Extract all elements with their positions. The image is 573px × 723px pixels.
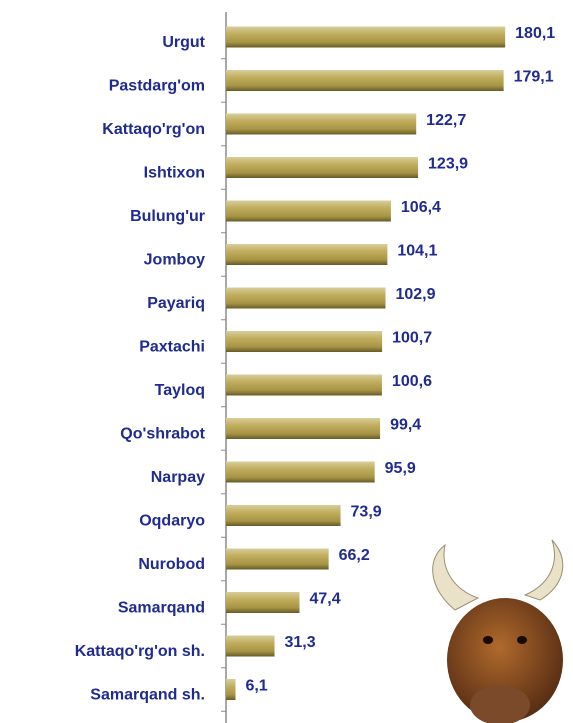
bar-shading — [226, 331, 382, 352]
bar-shading — [226, 636, 275, 657]
bar-shading — [226, 375, 382, 396]
bar-shading — [226, 157, 418, 178]
category-label: Samarqand — [118, 600, 205, 617]
value-label: 95,9 — [385, 460, 416, 477]
category-label: Narpay — [151, 469, 205, 486]
chart: Urgut 180,1 Pastdarg'om 179,1 Kattaqo'rg'on 1… — [0, 0, 573, 723]
bar-shading — [226, 70, 504, 91]
category-label: Oqdaryo — [139, 513, 205, 530]
bar-shading — [226, 418, 380, 439]
value-label: 31,3 — [285, 634, 316, 651]
value-label: 106,4 — [401, 199, 441, 216]
category-label: Kattaqo'rg'on — [102, 121, 205, 138]
category-label: Tayloq — [155, 382, 205, 399]
value-label: 100,6 — [392, 373, 432, 390]
category-label: Kattaqo'rg'on sh. — [75, 643, 205, 660]
value-label: 104,1 — [397, 243, 437, 260]
bar-shading — [226, 505, 341, 526]
bar-shading — [226, 27, 505, 48]
category-label: Ishtixon — [144, 165, 205, 182]
value-label: 123,9 — [428, 156, 468, 173]
value-label: 66,2 — [339, 547, 370, 564]
bar-shading — [226, 201, 391, 222]
bar-shading — [226, 462, 375, 483]
value-label: 179,1 — [514, 69, 554, 86]
bar-shading — [226, 244, 387, 265]
category-label: Urgut — [162, 34, 205, 51]
bull-decoration — [433, 540, 563, 723]
category-label: Pastdarg'om — [109, 78, 205, 95]
category-label: Nurobod — [138, 556, 205, 573]
bar-shading — [226, 288, 385, 309]
value-label: 99,4 — [390, 417, 421, 434]
bar-shading — [226, 114, 416, 135]
category-label: Samarqand sh. — [90, 687, 205, 704]
bar-shading — [226, 592, 299, 613]
category-label: Paxtachi — [139, 339, 205, 356]
value-label: 122,7 — [426, 112, 466, 129]
value-label: 6,1 — [245, 678, 267, 695]
value-label: 102,9 — [395, 286, 435, 303]
category-label: Qo'shrabot — [120, 426, 205, 443]
bar-shading — [226, 679, 235, 700]
bar-shading — [226, 549, 329, 570]
value-label: 73,9 — [351, 504, 382, 521]
category-label: Payariq — [147, 295, 205, 312]
value-label: 47,4 — [309, 591, 340, 608]
category-label: Jomboy — [144, 252, 205, 269]
value-label: 100,7 — [392, 330, 432, 347]
value-label: 180,1 — [515, 25, 555, 42]
category-label: Bulung'ur — [130, 208, 205, 225]
